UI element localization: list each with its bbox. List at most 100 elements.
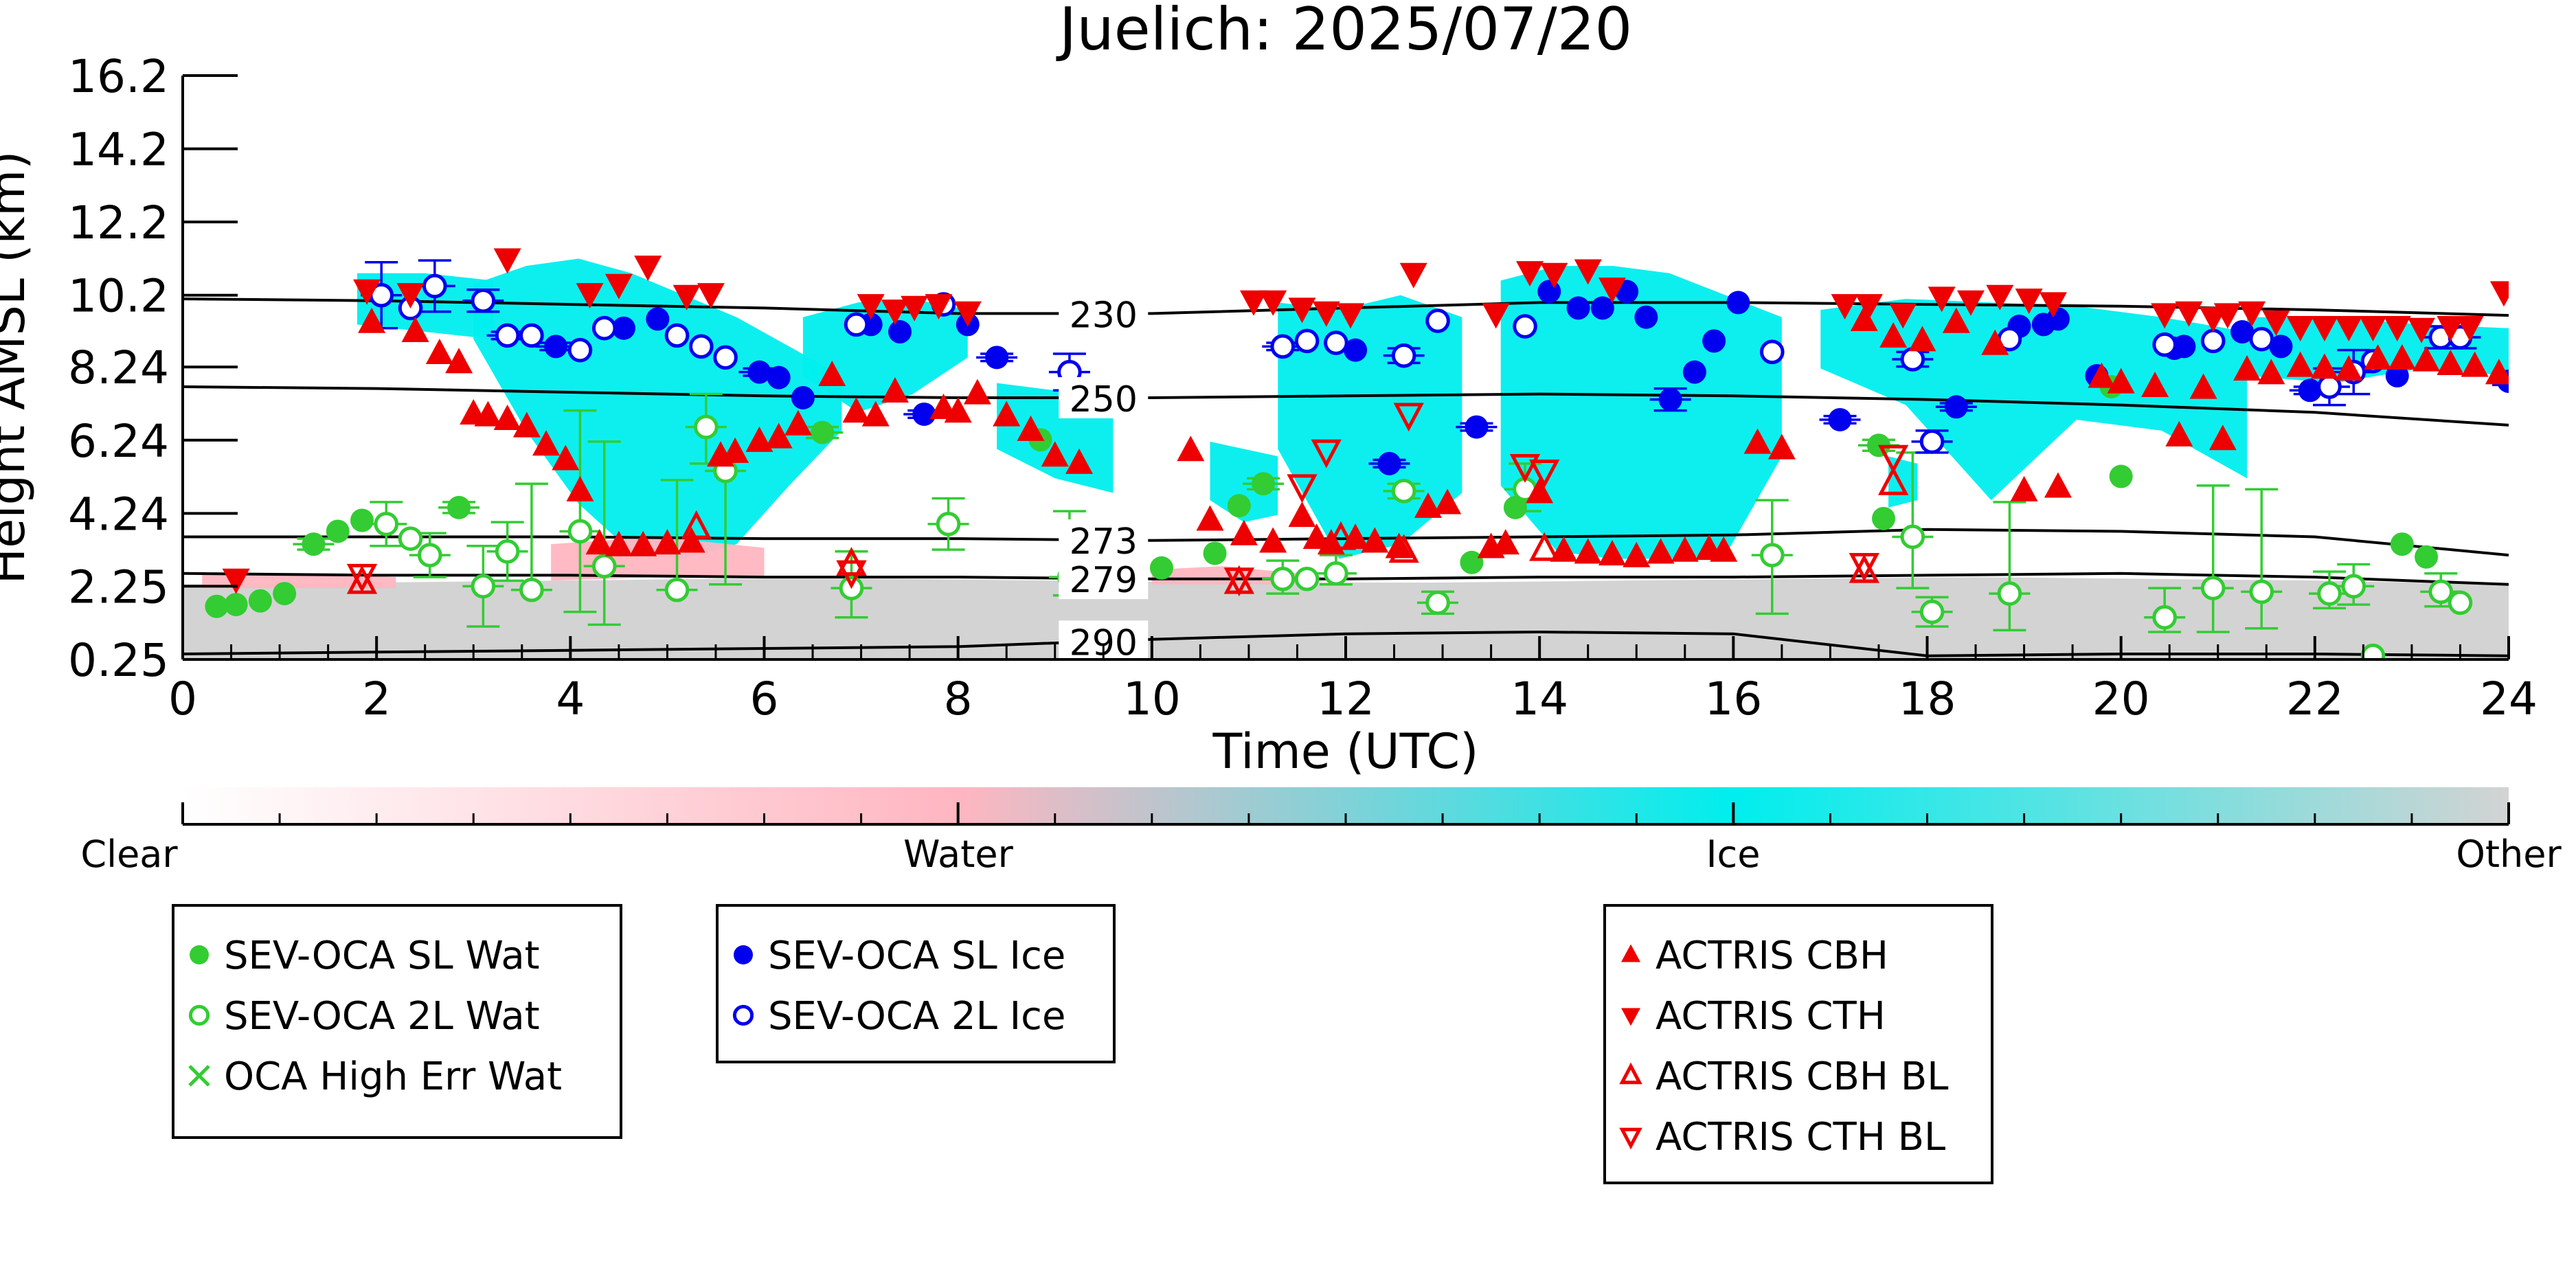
data-point xyxy=(2437,350,2465,376)
data-point xyxy=(591,315,617,341)
data-point xyxy=(1831,294,1859,320)
legend-frame xyxy=(1603,904,1993,1184)
data-point xyxy=(1702,329,1726,353)
data-point xyxy=(1828,407,1852,431)
data-point xyxy=(471,574,496,599)
chart-title: Juelich: 2025/07/20 xyxy=(1056,0,1632,64)
data-point xyxy=(2335,354,2363,381)
data-point xyxy=(1503,495,1527,519)
data-point xyxy=(1919,429,1945,454)
x-tick-label: 0 xyxy=(168,673,197,725)
series-actris-cth xyxy=(222,248,2509,594)
data-point xyxy=(205,594,229,618)
legend-2: SEV-OCA SL Ice SEV-OCA 2L Ice xyxy=(716,904,1116,1063)
data-point xyxy=(1239,290,1267,316)
data-point xyxy=(2385,363,2409,387)
data-point xyxy=(1391,479,1416,504)
data-point xyxy=(1566,296,1590,320)
data-point xyxy=(1482,303,1510,329)
legend-label: SEV-OCA 2L Ice xyxy=(768,994,1065,1039)
data-point xyxy=(1230,519,1258,545)
data-point xyxy=(512,411,541,438)
data-point xyxy=(1710,536,1738,562)
data-point xyxy=(2310,353,2338,379)
legend-entry-sev-oca-sl-ice: SEV-OCA SL Ice xyxy=(734,934,1065,978)
data-point xyxy=(653,529,681,555)
isotherm-label-bg xyxy=(1059,376,1149,418)
data-point xyxy=(2189,373,2217,399)
data-point xyxy=(374,512,399,536)
legend-label: SEV-OCA SL Ice xyxy=(768,934,1065,978)
data-point xyxy=(688,334,714,359)
legend-entry-sev-oca-2l-wat: SEV-OCA 2L Wat xyxy=(188,994,540,1039)
data-point xyxy=(1919,599,1945,624)
data-point xyxy=(532,430,561,456)
data-point xyxy=(2269,335,2293,359)
data-point xyxy=(1759,543,1785,567)
legend-label: SEV-OCA 2L Wat xyxy=(224,994,540,1039)
legend-marker xyxy=(190,945,209,964)
data-point xyxy=(836,560,867,589)
data-point xyxy=(646,307,670,331)
data-point xyxy=(1759,339,1785,365)
data-point xyxy=(1623,541,1651,567)
data-point xyxy=(224,593,248,617)
data-point xyxy=(1997,581,2022,606)
data-point xyxy=(721,437,749,463)
y-tick-label: 0.25 xyxy=(68,634,169,687)
data-point xyxy=(1227,494,1251,518)
data-point xyxy=(1526,477,1554,504)
data-point xyxy=(576,283,604,309)
y-tick-label: 10.2 xyxy=(68,270,169,323)
data-point xyxy=(2489,281,2509,307)
data-point xyxy=(1324,330,1348,355)
data-point xyxy=(1414,492,1442,518)
data-point xyxy=(358,307,386,333)
data-point xyxy=(1017,415,1045,441)
data-point xyxy=(1956,290,1985,316)
data-point xyxy=(881,300,909,326)
data-point xyxy=(1944,395,1968,419)
data-point xyxy=(1388,534,1419,563)
isotherm-label: 230 xyxy=(1070,295,1138,336)
y-tick-label: 4.24 xyxy=(68,488,169,541)
data-point xyxy=(2249,326,2274,352)
data-point xyxy=(2286,351,2314,377)
data-point xyxy=(1288,297,1316,324)
data-point xyxy=(811,420,835,444)
data-point xyxy=(664,577,690,602)
colorbar-label-other: Other xyxy=(2456,833,2562,876)
data-point xyxy=(2335,316,2363,342)
data-point xyxy=(567,337,593,363)
data-point xyxy=(493,404,521,430)
data-point xyxy=(1540,262,1568,289)
data-point xyxy=(1393,403,1424,432)
cloud-region-water xyxy=(202,573,396,589)
data-point xyxy=(1041,441,1069,467)
data-point xyxy=(350,508,374,532)
data-point xyxy=(585,529,613,555)
data-point xyxy=(495,539,520,564)
data-point xyxy=(567,519,593,544)
x-tick-label: 20 xyxy=(2092,673,2150,725)
data-point xyxy=(1203,541,1227,565)
data-point xyxy=(2448,590,2473,615)
error-bar-sev-oca-2l-wat xyxy=(2192,484,2234,633)
x-tick-label: 16 xyxy=(1704,673,1762,725)
data-point xyxy=(697,283,725,309)
data-point xyxy=(1726,291,1750,315)
data-point xyxy=(1550,536,1578,562)
data-point xyxy=(2310,316,2338,342)
legend-marker-b xyxy=(188,1065,210,1087)
data-point xyxy=(2200,576,2226,600)
data-point xyxy=(1460,550,1484,574)
data-point xyxy=(681,510,712,539)
data-point xyxy=(1361,527,1389,553)
data-point xyxy=(861,400,890,427)
data-point xyxy=(1196,505,1224,531)
legend-1: SEV-OCA SL Wat SEV-OCA 2L Wat OCA High Err… xyxy=(172,904,622,1139)
data-point xyxy=(2107,368,2135,394)
data-point xyxy=(2109,464,2133,488)
data-point xyxy=(1743,428,1772,454)
